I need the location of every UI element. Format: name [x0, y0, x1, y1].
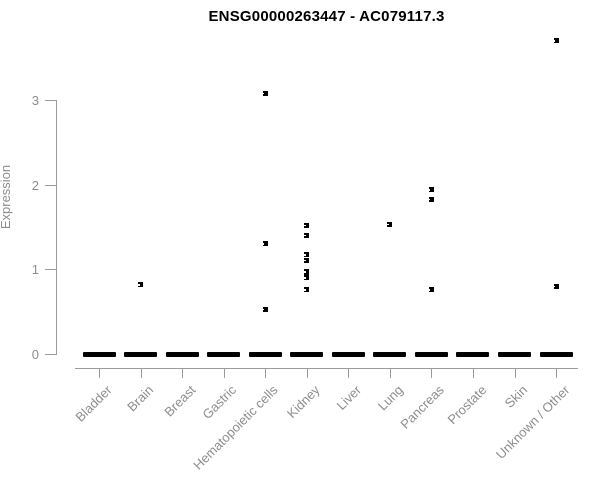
x-tick-label-gastric: Gastric: [199, 382, 240, 423]
data-point-kidney: [304, 252, 310, 258]
y-axis-tick: [45, 269, 56, 271]
data-point-kidney: [304, 275, 310, 281]
zero-cluster-bar-pancreas: [414, 351, 448, 357]
zero-cluster-bar-unknown-other: [539, 351, 573, 357]
x-axis-tick-kidney: [306, 368, 308, 378]
x-tick-label-skin: Skin: [501, 382, 531, 411]
y-tick-label-2: 2: [31, 177, 39, 193]
x-axis-line: [75, 368, 578, 369]
data-point-brain: [138, 282, 144, 288]
x-tick-label-breast: Breast: [160, 382, 199, 420]
data-point-unknown-other: [553, 283, 559, 289]
y-axis-tick: [45, 184, 56, 186]
y-tick-label-3: 3: [31, 92, 39, 108]
x-tick-label-pancreas: Pancreas: [397, 382, 448, 432]
zero-cluster-bar-skin: [498, 351, 531, 357]
data-point-lung: [387, 221, 393, 227]
data-point-kidney: [304, 269, 310, 275]
x-tick-label-liver: Liver: [333, 382, 365, 413]
y-tick-label-1: 1: [31, 262, 39, 278]
x-axis-tick-bladder: [99, 368, 100, 378]
data-point-pancreas: [428, 187, 434, 193]
x-tick-label-brain: Brain: [124, 382, 157, 415]
x-axis-tick-pancreas: [431, 368, 433, 378]
zero-cluster-bar-hematopoietic-cells: [248, 351, 282, 357]
y-axis-tick: [45, 99, 56, 101]
data-point-pancreas: [428, 287, 434, 293]
data-point-hematopoietic-cells: [262, 306, 268, 312]
chart-title: ENSG00000263447 - AC079117.3: [208, 8, 445, 25]
data-point-pancreas: [428, 196, 434, 202]
data-point-kidney: [304, 287, 310, 293]
x-tick-label-unknown-other: Unknown / Other: [492, 382, 572, 462]
data-point-unknown-other: [553, 38, 559, 44]
y-axis-line: [56, 100, 57, 355]
x-axis-tick-skin: [514, 368, 516, 378]
x-tick-label-kidney: Kidney: [283, 382, 323, 422]
x-axis-tick-prostate: [472, 368, 474, 378]
data-point-hematopoietic-cells: [262, 241, 268, 247]
y-tick-label-0: 0: [31, 347, 39, 362]
x-axis-tick-lung: [389, 368, 391, 378]
x-tick-label-prostate: Prostate: [444, 382, 489, 428]
data-point-kidney: [304, 232, 310, 238]
data-point-kidney: [304, 257, 310, 263]
zero-cluster-bar-gastric: [207, 351, 241, 357]
x-tick-label-lung: Lung: [374, 382, 406, 414]
zero-cluster-bar-bladder: [82, 351, 116, 357]
zero-cluster-bar-kidney: [290, 351, 324, 357]
zero-cluster-bar-breast: [165, 351, 199, 357]
zero-cluster-bar-brain: [124, 351, 158, 357]
x-axis-tick-liver: [348, 368, 350, 378]
zero-cluster-bar-prostate: [456, 351, 490, 357]
x-axis-tick-gastric: [223, 368, 225, 378]
x-axis-tick-brain: [140, 368, 142, 378]
data-point-hematopoietic-cells: [262, 90, 268, 96]
zero-cluster-bar-lung: [373, 351, 407, 357]
x-axis-tick-breast: [182, 368, 184, 378]
data-point-kidney: [304, 222, 310, 228]
y-axis-tick: [45, 354, 56, 355]
x-axis-tick-unknown-other: [556, 368, 558, 378]
x-tick-label-bladder: Bladder: [72, 382, 115, 425]
x-tick-label-hematopoietic-cells: Hematopoietic cells: [190, 382, 282, 473]
x-axis-tick-hematopoietic-cells: [265, 368, 267, 378]
zero-cluster-bar-liver: [331, 351, 365, 357]
